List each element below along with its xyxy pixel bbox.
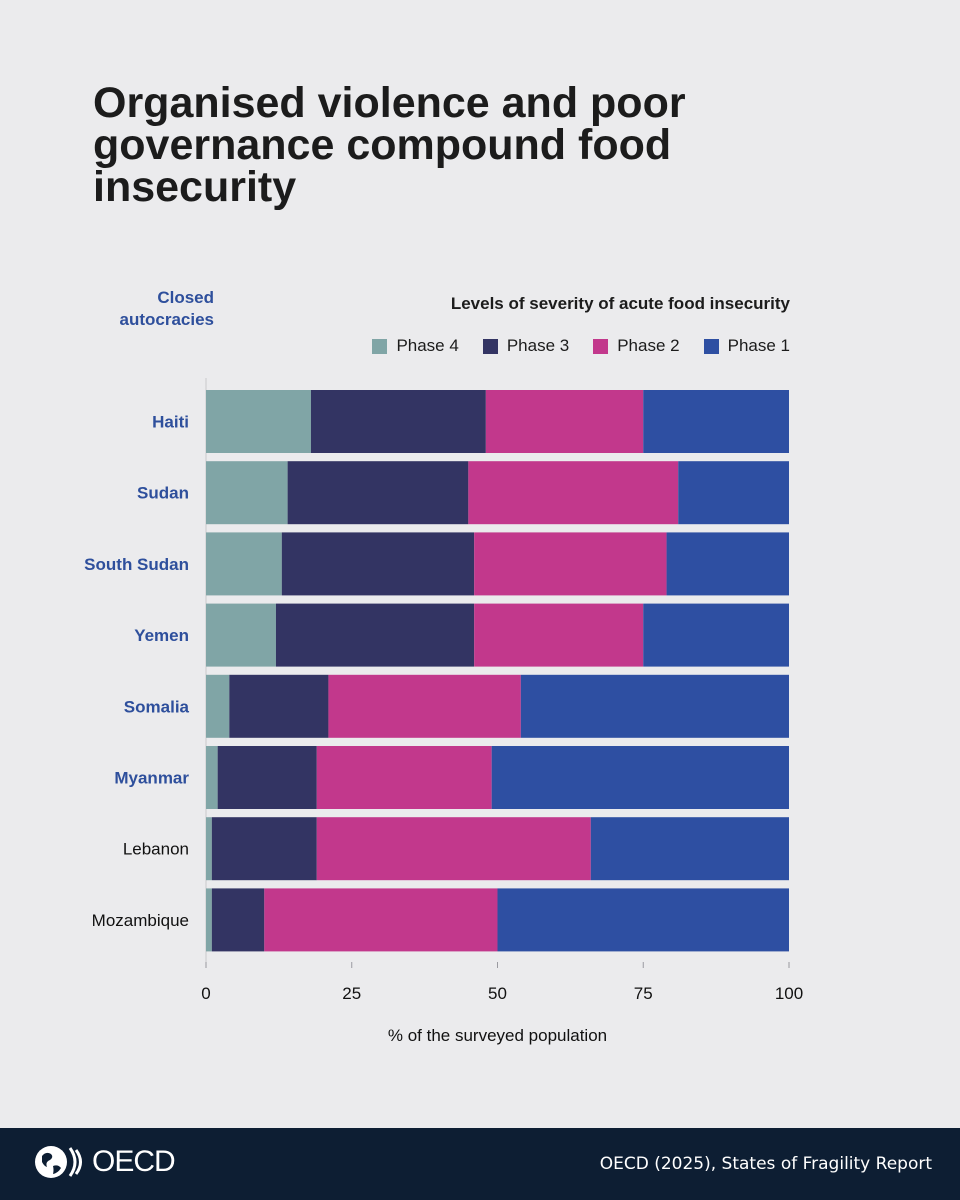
category-label-south-sudan: South Sudan [84,555,189,574]
legend: Phase 4 Phase 3 Phase 2 Phase 1 [372,336,790,356]
x-tick-label-50: 50 [488,984,507,1003]
bar-haiti-phase-2 [485,390,644,453]
legend-title: Levels of severity of acute food insecur… [450,294,790,313]
legend-swatch-phase-2 [593,338,609,354]
x-axis-label: % of the surveyed population [388,1026,607,1045]
bar-sudan-phase-2 [468,461,679,525]
category-label-haiti: Haiti [152,413,189,432]
bar-mozambique-phase-1 [497,888,789,952]
bar-somalia-phase-4 [206,674,230,738]
oecd-globe-icon [35,1146,82,1178]
bar-south-sudan-phase-2 [474,532,667,596]
bar-haiti-phase-4 [206,390,311,453]
bar-somalia-phase-2 [328,674,521,738]
category-label-sudan: Sudan [137,484,189,503]
x-tick-label-100: 100 [775,984,803,1003]
oecd-logo-text: OECD [92,1145,176,1178]
category-label-myanmar: Myanmar [114,769,189,788]
category-label-somalia: Somalia [124,697,190,716]
bar-myanmar-phase-3 [217,746,317,809]
legend-label-phase-3: Phase 3 [506,336,570,355]
bar-myanmar-phase-4 [206,746,218,809]
chart-title: Organised violence and poor governance c… [93,79,686,211]
legend-label-phase-2: Phase 2 [617,336,680,355]
legend-swatch-phase-1 [703,338,719,354]
bar-mozambique-phase-3 [211,888,265,952]
bar-yemen-phase-4 [206,603,276,667]
bar-lebanon-phase-3 [211,817,317,881]
bar-sudan-phase-4 [206,461,288,525]
bar-yemen-phase-2 [474,603,644,667]
bar-south-sudan-phase-1 [666,532,789,596]
bar-haiti-phase-1 [643,390,789,453]
bar-lebanon-phase-4 [206,817,212,881]
legend-swatch-phase-4 [372,338,388,354]
bar-yemen-phase-3 [275,603,475,667]
oecd-logo: OECD [34,1142,176,1182]
category-label-lebanon: Lebanon [123,840,189,859]
bar-lebanon-phase-1 [590,817,789,881]
legend-label-phase-4: Phase 4 [396,336,459,355]
legend-swatch-phase-3 [482,338,498,354]
footer: OECD OECD (2025), States of Fragility Re… [0,1128,960,1200]
bar-somalia-phase-1 [520,674,789,738]
bar-south-sudan-phase-4 [206,532,282,596]
bar-sudan-phase-1 [678,461,789,525]
category-label-mozambique: Mozambique [92,911,189,930]
category-label-yemen: Yemen [134,626,189,645]
bar-haiti-phase-3 [310,390,486,453]
bar-mozambique-phase-4 [206,888,212,952]
bar-sudan-phase-3 [287,461,469,525]
bar-myanmar-phase-1 [491,746,789,809]
x-tick-label-0: 0 [201,984,210,1003]
x-tick-label-75: 75 [634,984,653,1003]
legend-item-phase-2: Phase 2 [593,336,680,356]
bar-myanmar-phase-2 [316,746,492,809]
bar-somalia-phase-3 [229,674,329,738]
x-tick-label-25: 25 [342,984,361,1003]
legend-label-phase-1: Phase 1 [727,336,790,355]
bar-yemen-phase-1 [643,603,789,667]
bar-south-sudan-phase-3 [281,532,475,596]
bar-lebanon-phase-2 [316,817,591,881]
stacked-bar-chart: Haiti Sudan South Sudan Yemen Somalia Myanmar… [84,378,803,1045]
legend-item-phase-4: Phase 4 [372,336,459,356]
source-citation: OECD (2025), States of Fragility Report [599,1154,932,1174]
closed-autocracies-label: Closed autocracies [119,288,215,329]
legend-item-phase-3: Phase 3 [482,336,570,356]
legend-item-phase-1: Phase 1 [703,336,790,356]
bar-mozambique-phase-2 [264,888,498,952]
